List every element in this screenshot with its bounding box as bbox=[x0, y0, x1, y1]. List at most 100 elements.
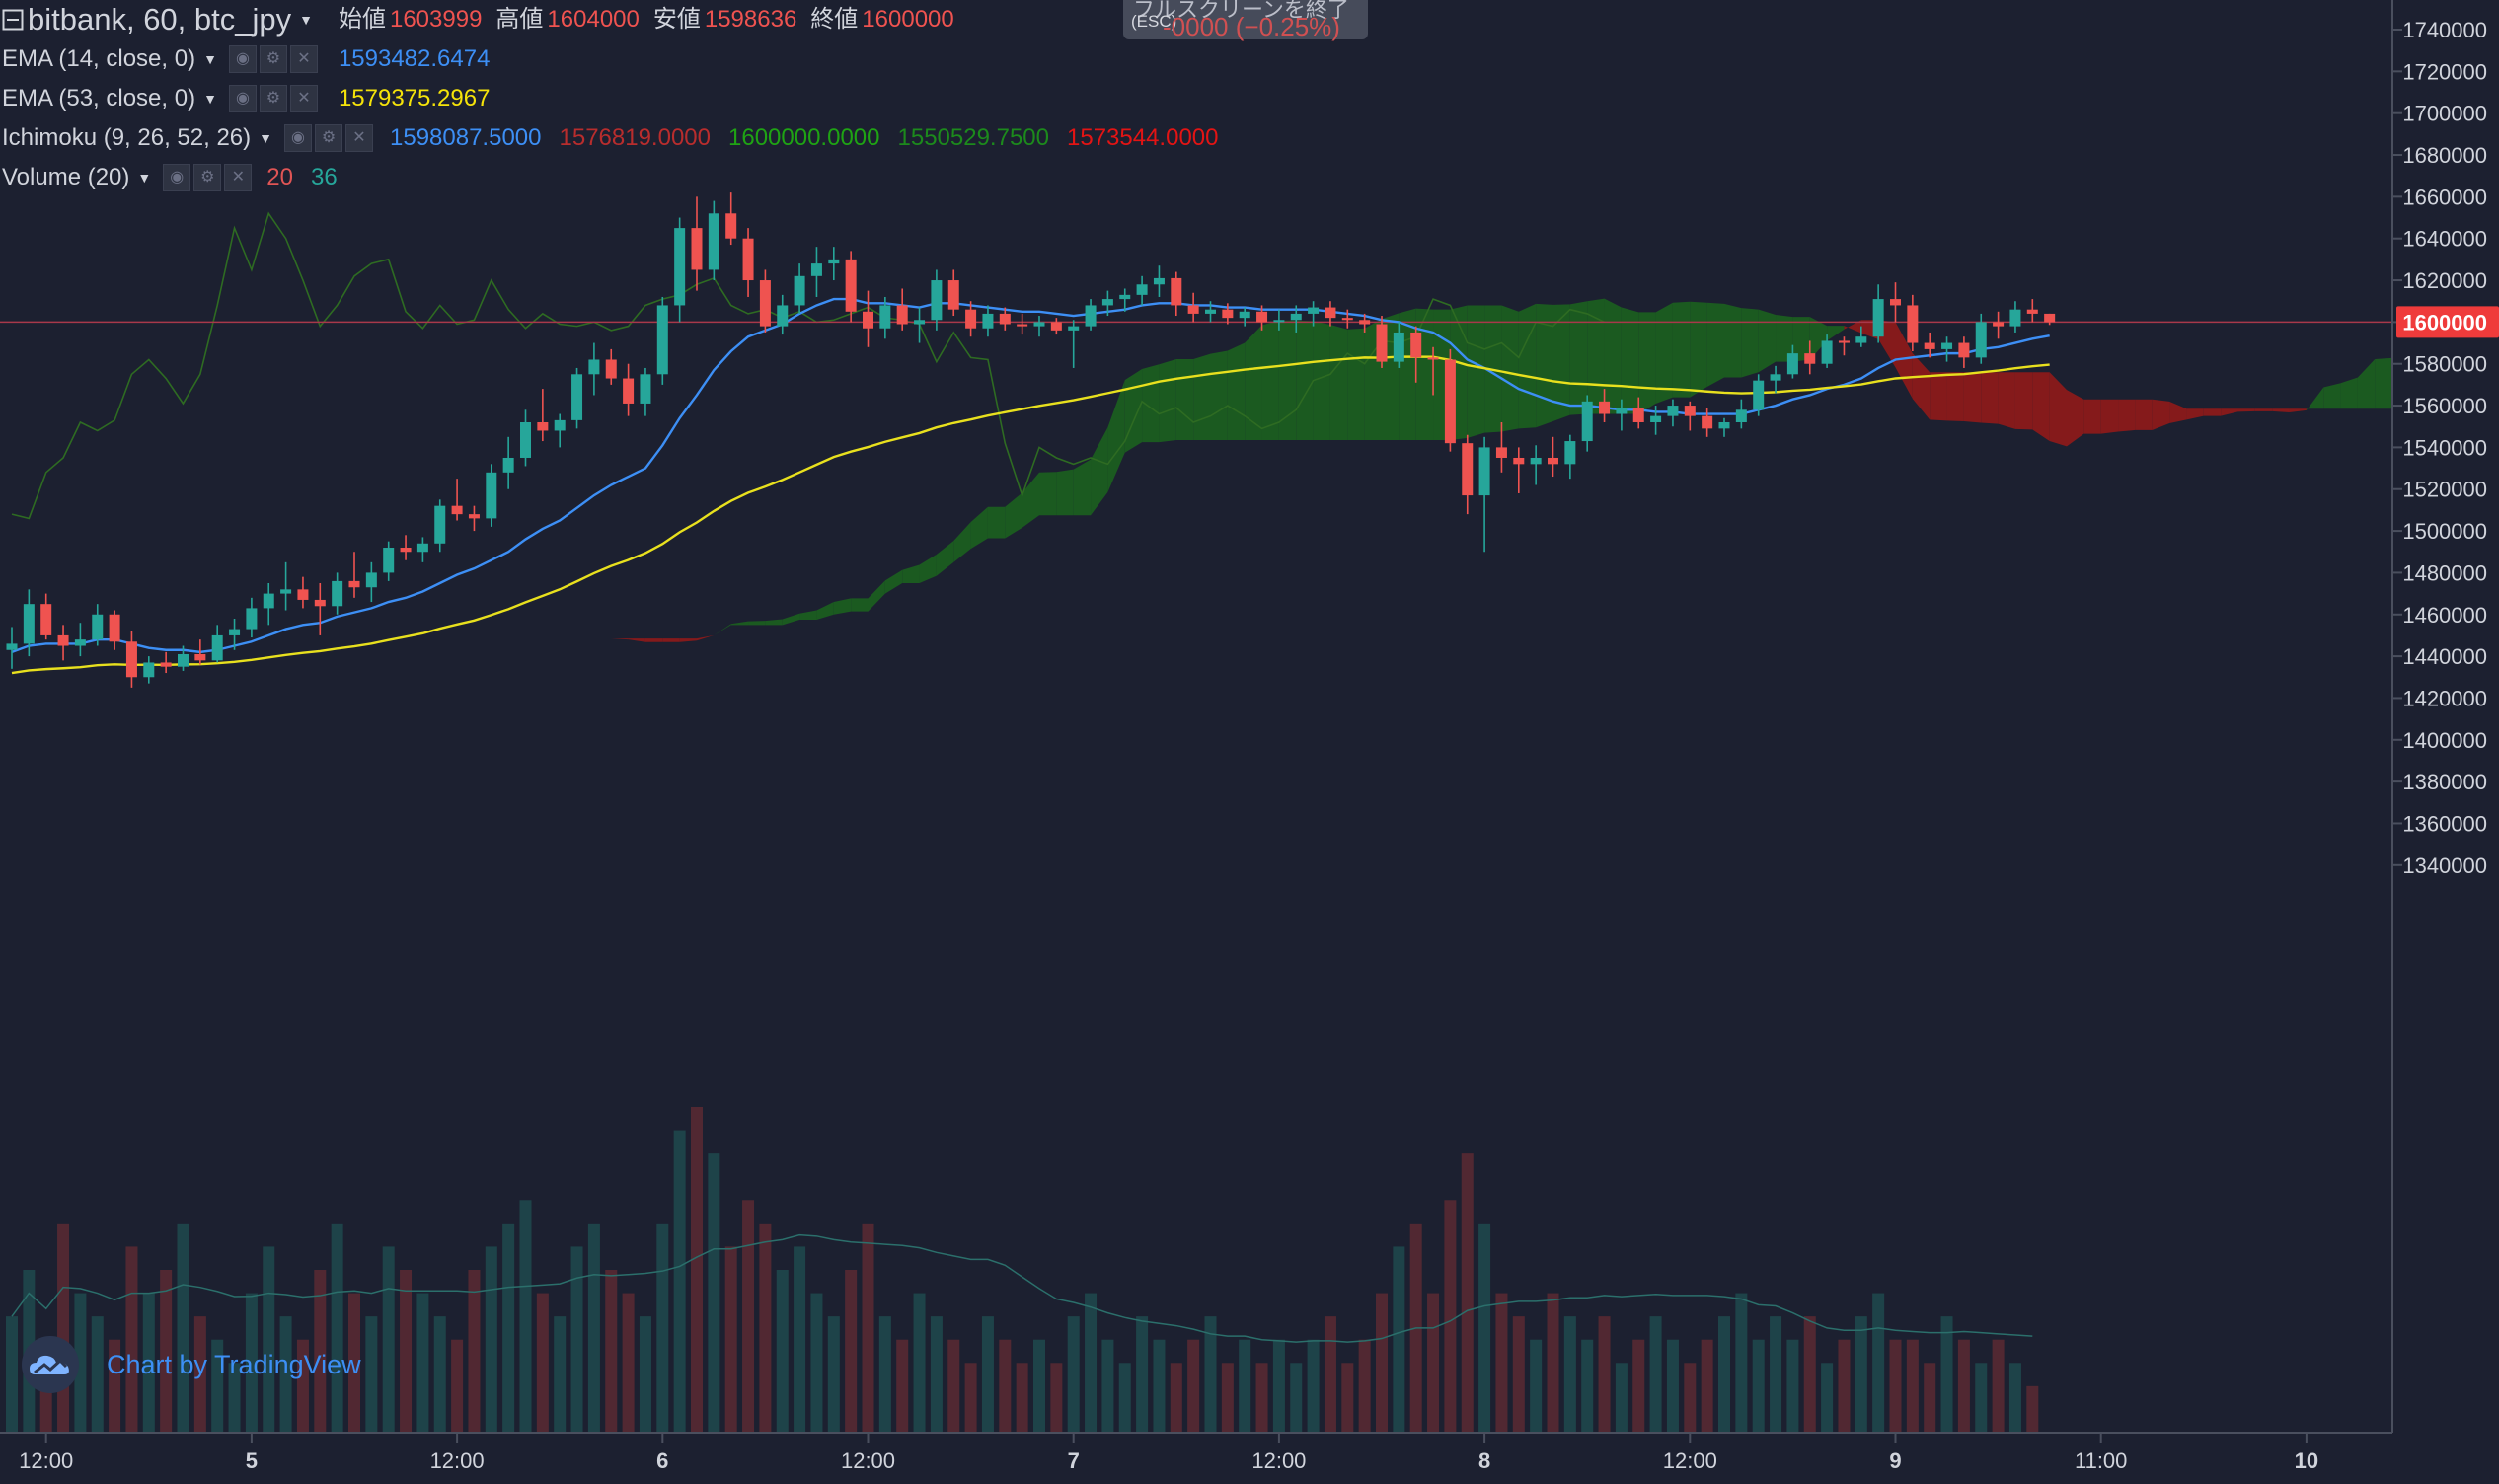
candle-body bbox=[1410, 332, 1422, 358]
candle-body bbox=[1153, 277, 1165, 285]
candle bbox=[623, 363, 635, 416]
candle-body bbox=[1907, 305, 1919, 343]
candle bbox=[297, 576, 309, 609]
volume-value: 20 bbox=[266, 164, 293, 190]
candle bbox=[229, 618, 241, 650]
collapse-icon[interactable] bbox=[2, 9, 24, 31]
volume-bar bbox=[1170, 1363, 1182, 1433]
candle-body bbox=[263, 593, 274, 609]
candle bbox=[434, 499, 446, 553]
gear-icon[interactable]: ⚙ bbox=[315, 124, 342, 152]
candle-body bbox=[194, 653, 206, 661]
volume-bar bbox=[742, 1200, 755, 1433]
eye-icon[interactable]: ◉ bbox=[228, 85, 257, 112]
volume-bar bbox=[1735, 1293, 1748, 1433]
candle-body bbox=[674, 228, 686, 306]
close-icon[interactable]: ✕ bbox=[289, 85, 318, 112]
volume-bar bbox=[1221, 1363, 1234, 1433]
volume-bar bbox=[981, 1316, 994, 1433]
indicator-name[interactable]: EMA (53, close, 0) bbox=[2, 85, 196, 111]
tradingview-watermark[interactable]: Chart by TradingView bbox=[22, 1336, 361, 1393]
kumo-bull-segment bbox=[1278, 320, 1297, 440]
candle-body bbox=[1495, 447, 1507, 458]
candle bbox=[1033, 316, 1045, 337]
candle bbox=[759, 269, 771, 333]
volume-bar bbox=[776, 1270, 789, 1433]
chevron-down-icon[interactable]: ▼ bbox=[137, 170, 152, 186]
candle-body bbox=[1427, 357, 1439, 360]
candle bbox=[263, 583, 274, 626]
eye-icon[interactable]: ◉ bbox=[284, 124, 312, 152]
ema-lines bbox=[11, 297, 2050, 675]
close-icon[interactable]: ✕ bbox=[289, 45, 318, 73]
volume-bar bbox=[724, 1246, 737, 1433]
candle-body bbox=[623, 378, 635, 404]
volume-bar bbox=[1033, 1339, 1045, 1433]
candle-body bbox=[1838, 340, 1850, 343]
volume-bar bbox=[605, 1270, 618, 1433]
kumo-bull-segment bbox=[1776, 314, 1793, 362]
kumo-bull-segment bbox=[1501, 305, 1519, 432]
volume-bar bbox=[827, 1316, 840, 1433]
kumo-bear-segment bbox=[697, 634, 715, 641]
eye-icon[interactable]: ◉ bbox=[228, 45, 257, 73]
indicator-name[interactable]: Volume (20) bbox=[2, 164, 130, 190]
kumo-bear-segment bbox=[611, 638, 629, 640]
volume-bar bbox=[502, 1223, 515, 1433]
candle bbox=[246, 597, 258, 638]
volume-bar bbox=[1666, 1339, 1679, 1433]
candle-body bbox=[1581, 401, 1593, 442]
candle-body bbox=[57, 634, 69, 646]
candle-body bbox=[1924, 342, 1935, 349]
kumo-bull-segment bbox=[936, 541, 954, 576]
kumo-bull-segment bbox=[884, 569, 903, 594]
candlestick-series bbox=[6, 192, 2056, 688]
candle-body bbox=[828, 259, 840, 264]
eye-icon[interactable]: ◉ bbox=[163, 164, 191, 191]
chevron-down-icon[interactable]: ▼ bbox=[299, 12, 313, 28]
candle-body bbox=[845, 259, 857, 312]
time-tick-label: 12:00 bbox=[1663, 1448, 1717, 1473]
candle-body bbox=[1256, 311, 1268, 323]
candle-body bbox=[1735, 409, 1747, 422]
exit-fullscreen-hint[interactable]: フルスクリーンを終了 (ESC) -0000 (−0.25%) bbox=[1123, 0, 1368, 41]
candle bbox=[1975, 313, 1987, 364]
volume-bar bbox=[348, 1293, 360, 1433]
candle-body bbox=[160, 662, 172, 667]
close-icon[interactable]: ✕ bbox=[345, 124, 373, 152]
time-tick-label: 7 bbox=[1068, 1448, 1080, 1473]
price-tick-label: 1680000 bbox=[2402, 143, 2487, 168]
candle-body bbox=[947, 280, 959, 310]
candle bbox=[1171, 271, 1182, 317]
lagging-span-line bbox=[11, 211, 1605, 520]
kumo-bear-segment bbox=[1998, 372, 2015, 429]
open-value: 1603999 bbox=[389, 6, 483, 33]
candle bbox=[502, 436, 514, 489]
indicator-name[interactable]: EMA (14, close, 0) bbox=[2, 45, 196, 72]
low-value: 1598636 bbox=[704, 6, 797, 33]
chevron-down-icon[interactable]: ▼ bbox=[203, 91, 217, 107]
volume-bar bbox=[1615, 1363, 1628, 1433]
close-icon[interactable]: ✕ bbox=[224, 164, 253, 191]
chevron-down-icon[interactable]: ▼ bbox=[259, 130, 272, 146]
chevron-down-icon[interactable]: ▼ bbox=[203, 51, 217, 67]
indicator-name[interactable]: Ichimoku (9, 26, 52, 26) bbox=[2, 124, 252, 151]
candle-body bbox=[211, 634, 223, 661]
volume-bar bbox=[1770, 1316, 1782, 1433]
gear-icon[interactable]: ⚙ bbox=[259, 45, 287, 73]
candle-body bbox=[1205, 309, 1216, 314]
candle bbox=[1085, 299, 1097, 331]
kumo-bear-segment bbox=[644, 638, 663, 642]
symbol-title[interactable]: bitbank, 60, btc_jpy bbox=[28, 2, 292, 37]
volume-bar bbox=[1684, 1363, 1697, 1433]
gear-icon[interactable]: ⚙ bbox=[259, 85, 287, 112]
volume-bar bbox=[228, 1363, 241, 1433]
volume-bar bbox=[109, 1339, 121, 1433]
gear-icon[interactable]: ⚙ bbox=[193, 164, 222, 191]
candle bbox=[280, 561, 292, 611]
kumo-bull-segment bbox=[1261, 320, 1279, 440]
kumo-bull-segment bbox=[1073, 459, 1092, 516]
